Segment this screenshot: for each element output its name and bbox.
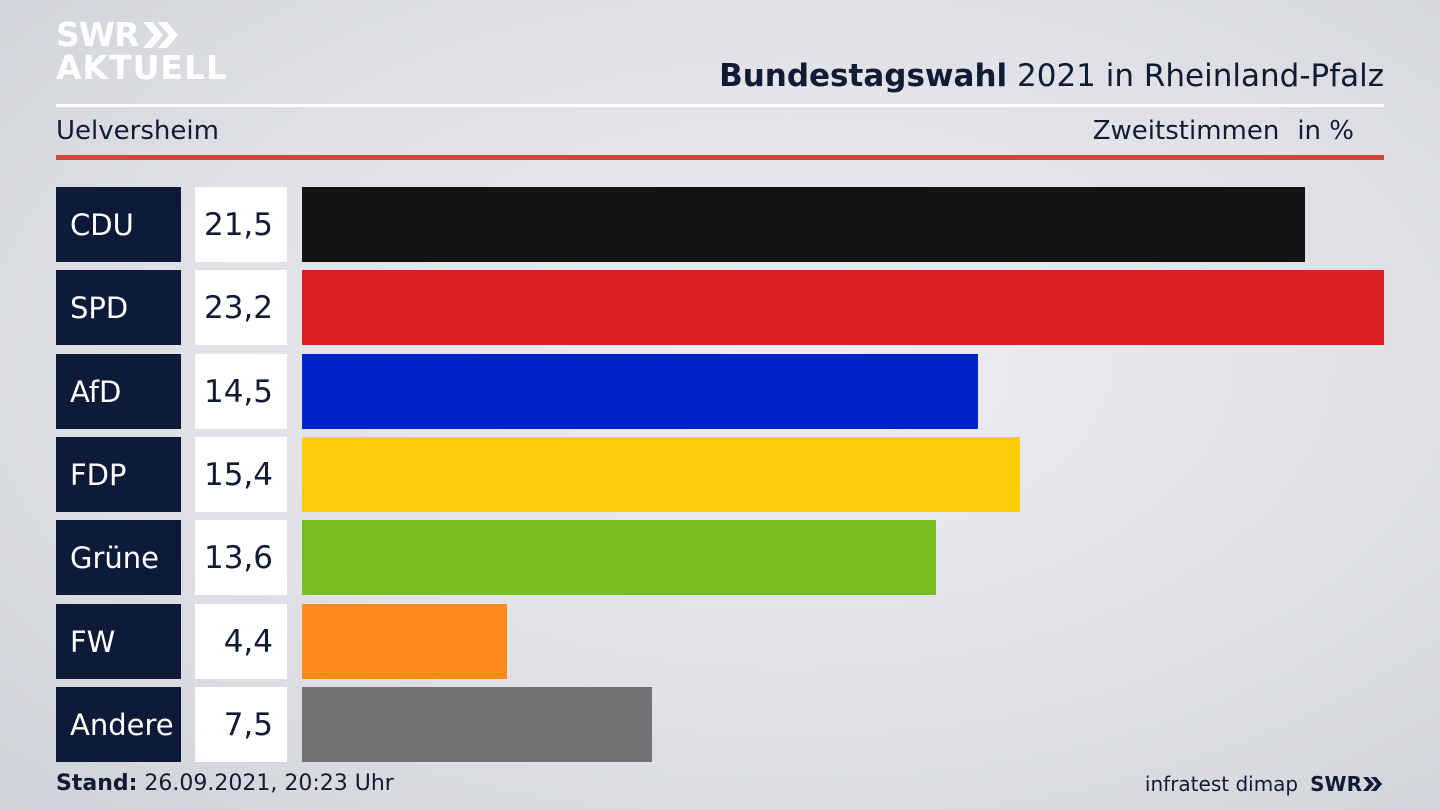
footer-logo-text: SWR bbox=[1310, 772, 1362, 796]
logo-line2: AKTUELL bbox=[56, 48, 229, 87]
value-label: 21,5 bbox=[195, 187, 287, 262]
double-chevron-icon bbox=[1363, 777, 1382, 791]
timestamp: Stand: 26.09.2021, 20:23 Uhr bbox=[56, 771, 394, 796]
chart-title: Bundestagswahl 2021 in Rheinland-Pfalz bbox=[719, 58, 1384, 94]
bar bbox=[302, 604, 507, 679]
header-divider bbox=[56, 104, 1384, 107]
accent-divider bbox=[56, 155, 1384, 160]
source-credit: infratest dimap SWR bbox=[1145, 772, 1384, 796]
party-label: Andere bbox=[56, 687, 181, 762]
metric-label: Zweitstimmen in % bbox=[1093, 116, 1354, 146]
value-label: 23,2 bbox=[195, 270, 287, 345]
title-bold: Bundestagswahl bbox=[719, 58, 1008, 94]
bar bbox=[302, 437, 1020, 512]
metric-unit: in % bbox=[1297, 116, 1354, 146]
logo-line1: SWR bbox=[56, 15, 140, 54]
value-label: 4,4 bbox=[195, 604, 287, 679]
value-label: 7,5 bbox=[195, 687, 287, 762]
stand-label: Stand: bbox=[56, 771, 138, 796]
value-label: 14,5 bbox=[195, 354, 287, 429]
bar bbox=[302, 520, 936, 595]
title-rest: 2021 in Rheinland-Pfalz bbox=[1007, 58, 1384, 94]
footer-swr-logo: SWR bbox=[1310, 772, 1384, 796]
party-label: FW bbox=[56, 604, 181, 679]
value-label: 15,4 bbox=[195, 437, 287, 512]
party-label: Grüne bbox=[56, 520, 181, 595]
bar bbox=[302, 187, 1305, 262]
bar bbox=[302, 354, 978, 429]
stand-value: 26.09.2021, 20:23 Uhr bbox=[137, 771, 394, 796]
swr-aktuell-logo: SWR AKTUELL bbox=[56, 18, 228, 84]
metric-name: Zweitstimmen bbox=[1092, 116, 1280, 146]
value-label: 13,6 bbox=[195, 520, 287, 595]
region-subtitle: Uelversheim bbox=[56, 116, 219, 146]
source-label: infratest dimap bbox=[1144, 772, 1299, 796]
party-label: FDP bbox=[56, 437, 181, 512]
bar bbox=[302, 687, 652, 762]
party-label: CDU bbox=[56, 187, 181, 262]
party-label: AfD bbox=[56, 354, 181, 429]
double-chevron-icon bbox=[142, 21, 178, 48]
bar bbox=[302, 270, 1384, 345]
party-label: SPD bbox=[56, 270, 181, 345]
